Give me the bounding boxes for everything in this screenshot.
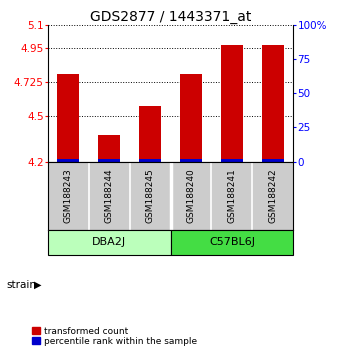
Text: C57BL6J: C57BL6J (209, 238, 255, 247)
Bar (139, 106, 161, 161)
Text: GSM188244: GSM188244 (105, 169, 114, 223)
Bar (221, 45, 243, 161)
Bar (262, 45, 284, 161)
Text: GSM188240: GSM188240 (187, 169, 195, 223)
Text: strain: strain (7, 280, 37, 290)
Bar (221, 159, 243, 161)
Bar (57, 74, 79, 161)
Bar (180, 159, 202, 161)
Bar (262, 159, 284, 161)
Bar (98, 135, 120, 161)
Title: GDS2877 / 1443371_at: GDS2877 / 1443371_at (90, 10, 251, 24)
Text: GSM188245: GSM188245 (146, 169, 154, 223)
Text: GSM188241: GSM188241 (227, 169, 236, 223)
FancyBboxPatch shape (48, 230, 170, 255)
FancyBboxPatch shape (170, 230, 293, 255)
Text: DBA2J: DBA2J (92, 238, 126, 247)
Legend: transformed count, percentile rank within the sample: transformed count, percentile rank withi… (32, 327, 197, 346)
Text: GSM188242: GSM188242 (268, 169, 277, 223)
Bar (98, 159, 120, 161)
Bar (180, 74, 202, 161)
Text: GSM188243: GSM188243 (64, 169, 73, 223)
Bar (57, 159, 79, 161)
Bar (139, 159, 161, 161)
Text: ▶: ▶ (34, 280, 42, 290)
